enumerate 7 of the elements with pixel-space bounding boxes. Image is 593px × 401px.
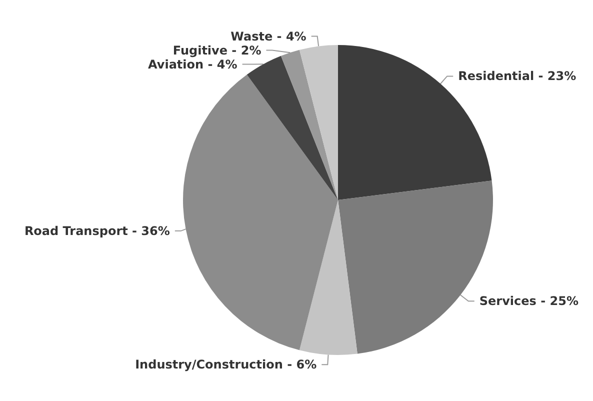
slice-label: Industry/Construction - 6% — [135, 358, 317, 372]
slice-label: Road Transport - 36% — [24, 224, 170, 238]
slice-label: Residential - 23% — [458, 69, 576, 84]
slice-label: Aviation - 4% — [148, 57, 238, 72]
slice-label: Fugitive - 2% — [172, 43, 262, 58]
slice-label: Waste - 4% — [230, 29, 306, 44]
slice-label: Services - 25% — [479, 294, 578, 308]
